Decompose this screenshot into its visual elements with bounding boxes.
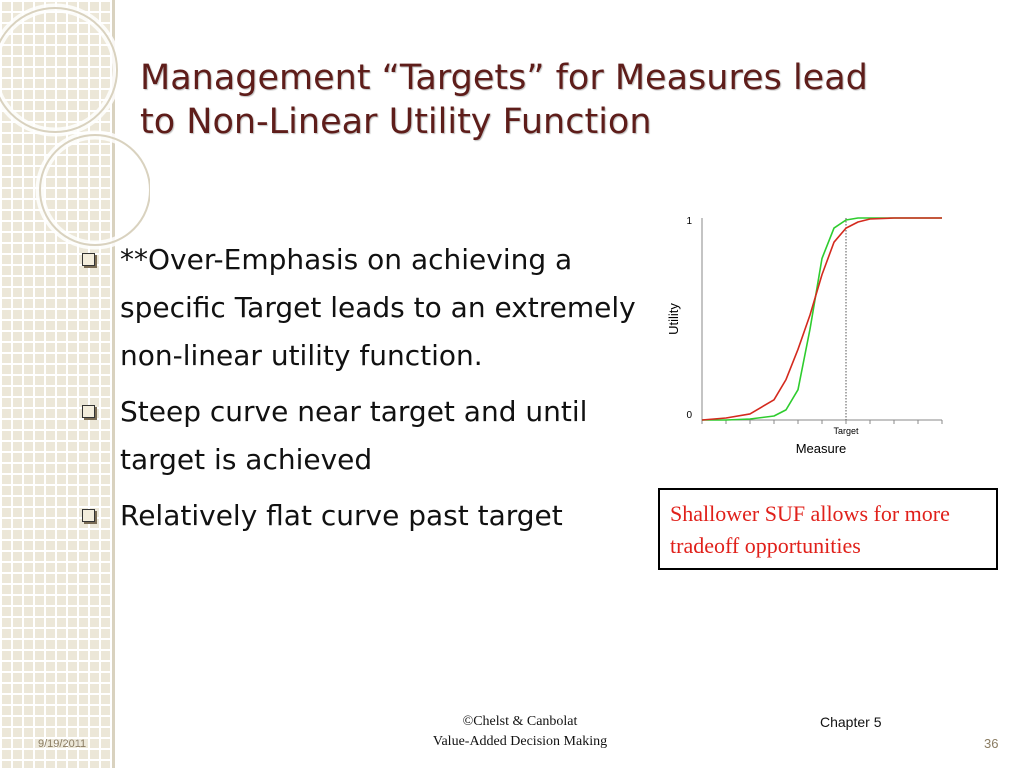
bullet-item: Relatively flat curve past target bbox=[78, 492, 638, 540]
checkbox-bullet-icon bbox=[82, 509, 95, 522]
title-line-1: Management “Targets” for Measures lead bbox=[140, 58, 868, 98]
utility-chart: 1 0 Target Measure Utility bbox=[660, 208, 960, 463]
series-group bbox=[701, 217, 942, 421]
series-line-0 bbox=[702, 217, 942, 421]
footer-chapter: Chapter 5 bbox=[820, 714, 882, 730]
slide-title: Management “Targets” for Measures lead t… bbox=[140, 56, 920, 144]
y-tick-label: 1 bbox=[686, 216, 692, 227]
bullet-text: **Over-Emphasis on achieving a specific … bbox=[120, 243, 636, 372]
x-axis-label: Measure bbox=[796, 441, 847, 456]
checkbox-bullet-icon bbox=[82, 405, 95, 418]
footer-credit-line-2: Value-Added Decision Making bbox=[432, 734, 608, 749]
x-axis-ticks bbox=[701, 420, 943, 424]
decorative-rings bbox=[0, 3, 150, 250]
series-line-1 bbox=[701, 217, 942, 421]
target-label: Target bbox=[833, 426, 859, 436]
side-strip-edge bbox=[112, 0, 115, 768]
checkbox-bullet-icon bbox=[82, 253, 95, 266]
bullet-text: Relatively flat curve past target bbox=[120, 499, 563, 532]
footer-credit: ©Chelst & Canbolat Value-Added Decision … bbox=[400, 712, 640, 752]
bullet-text: Steep curve near target and until target… bbox=[120, 395, 588, 476]
y-tick-label: 0 bbox=[686, 410, 692, 421]
note-box: Shallower SUF allows for more tradeoff o… bbox=[658, 488, 998, 570]
title-line-2: to Non-Linear Utility Function bbox=[140, 102, 652, 142]
bullet-item: Steep curve near target and until target… bbox=[78, 388, 638, 484]
bullet-list: **Over-Emphasis on achieving a specific … bbox=[78, 236, 638, 548]
footer-credit-line-1: ©Chelst & Canbolat bbox=[462, 714, 578, 729]
note-text: Shallower SUF allows for more tradeoff o… bbox=[670, 501, 950, 558]
bullet-item: **Over-Emphasis on achieving a specific … bbox=[78, 236, 638, 380]
y-axis-label: Utility bbox=[666, 303, 681, 335]
utility-chart-svg: 1 0 Target Measure Utility bbox=[666, 216, 943, 456]
slide-number: 36 bbox=[984, 736, 999, 751]
footer-date: 9/19/2011 bbox=[38, 738, 87, 750]
